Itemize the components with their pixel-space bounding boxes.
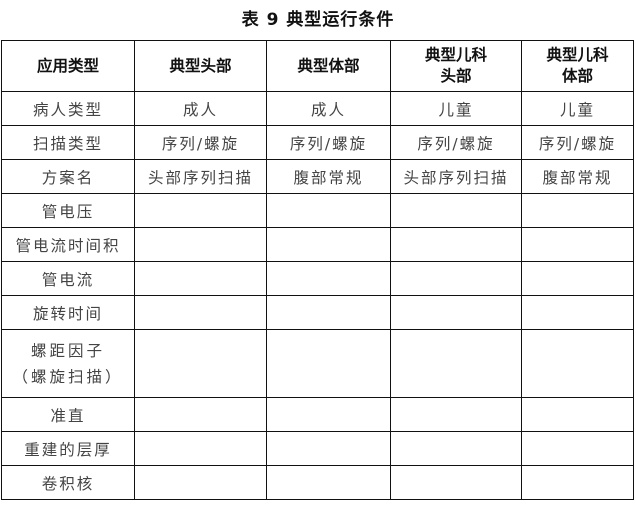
table-cell: 序列/螺旋 (390, 125, 522, 160)
table-cell: 序列/螺旋 (266, 125, 391, 160)
table-cell (521, 193, 634, 228)
table-cell (521, 227, 634, 262)
row-label: 扫描类型 (1, 125, 135, 160)
column-header: 典型儿科 体部 (521, 40, 634, 92)
table-cell (521, 295, 634, 330)
row-label: 卷积核 (1, 465, 135, 500)
row-label: 准直 (1, 397, 135, 432)
column-header: 典型头部 (134, 40, 267, 92)
table-row: 重建的层厚 (1, 431, 634, 466)
column-header: 典型体部 (266, 40, 391, 92)
table-cell (134, 261, 267, 296)
table-cell (266, 261, 391, 296)
table-cell (390, 261, 522, 296)
table-cell (521, 261, 634, 296)
row-label: 管电压 (1, 193, 135, 228)
column-header: 典型儿科 头部 (390, 40, 522, 92)
table-cell (521, 397, 634, 432)
table-title: 表 9 典型运行条件 (241, 10, 395, 30)
table-cell (134, 227, 267, 262)
row-label: 管电流 (1, 261, 135, 296)
row-label: 管电流时间积 (1, 227, 135, 262)
table-cell: 儿童 (390, 91, 522, 126)
table-cell: 头部序列扫描 (390, 159, 522, 194)
table-cell (390, 227, 522, 262)
table-cell (521, 329, 634, 398)
table-cell: 腹部常规 (521, 159, 634, 194)
table-cell (134, 295, 267, 330)
table-cell (266, 295, 391, 330)
table-row: 管电流时间积 (1, 227, 634, 262)
table-row: 螺距因子 （螺旋扫描） (1, 329, 634, 398)
table-row: 旋转时间 (1, 295, 634, 330)
table-cell (134, 397, 267, 432)
table-cell (266, 465, 391, 500)
table-cell: 头部序列扫描 (134, 159, 267, 194)
table-cell (390, 295, 522, 330)
table-row: 管电压 (1, 193, 634, 228)
table-cell (266, 227, 391, 262)
row-label: 旋转时间 (1, 295, 135, 330)
table-row: 病人类型 成人 成人 儿童 儿童 (1, 91, 634, 126)
table-cell (390, 397, 522, 432)
table-row: 方案名 头部序列扫描 腹部常规 头部序列扫描 腹部常规 (1, 159, 634, 194)
table-cell: 成人 (266, 91, 391, 126)
table-cell (266, 431, 391, 466)
table-cell (521, 431, 634, 466)
table-cell (134, 329, 267, 398)
row-label: 方案名 (1, 159, 135, 194)
table-cell (521, 465, 634, 500)
table-cell (266, 397, 391, 432)
table-cell (390, 193, 522, 228)
table-row: 准直 (1, 397, 634, 432)
table-cell: 成人 (134, 91, 267, 126)
table-cell (390, 465, 522, 500)
table-row: 卷积核 (1, 465, 634, 500)
table-cell (134, 431, 267, 466)
table-cell: 儿童 (521, 91, 634, 126)
table-row: 扫描类型 序列/螺旋 序列/螺旋 序列/螺旋 序列/螺旋 (1, 125, 634, 160)
table-cell: 序列/螺旋 (134, 125, 267, 160)
table-cell (134, 193, 267, 228)
row-label: 病人类型 (1, 91, 135, 126)
row-label: 螺距因子 （螺旋扫描） (1, 329, 135, 398)
column-header: 应用类型 (1, 40, 135, 92)
table-cell (390, 431, 522, 466)
table-cell: 序列/螺旋 (521, 125, 634, 160)
operating-conditions-table: 应用类型 典型头部 典型体部 典型儿科 头部 典型儿科 体部 病人类型 成人 成人 儿童 儿童扫… (1, 40, 634, 500)
table-cell: 腹部常规 (266, 159, 391, 194)
row-label: 重建的层厚 (1, 431, 135, 466)
header-row: 应用类型 典型头部 典型体部 典型儿科 头部 典型儿科 体部 (1, 40, 634, 92)
table-cell (390, 329, 522, 398)
table-row: 管电流 (1, 261, 634, 296)
table-cell (266, 329, 391, 398)
table-cell (266, 193, 391, 228)
table-cell (134, 465, 267, 500)
